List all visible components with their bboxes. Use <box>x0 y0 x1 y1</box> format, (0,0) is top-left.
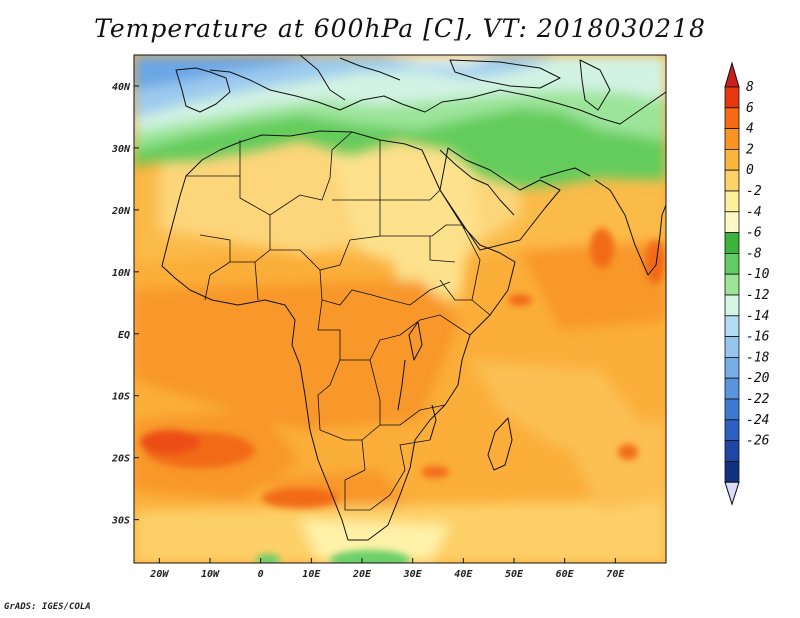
colorbar-segment <box>724 211 740 234</box>
x-tick-label: 10E <box>302 569 321 580</box>
temperature-field <box>134 55 666 563</box>
y-tick-label: 10S <box>112 392 130 403</box>
colorbar-over-triangle <box>724 61 740 88</box>
colorbar-segment <box>724 460 740 483</box>
colorbar-label: -16 <box>746 330 770 345</box>
lake-tanganyika <box>397 359 406 411</box>
x-tick-label: 40E <box>454 569 473 580</box>
colorbar-segment <box>724 377 740 400</box>
colorbar-segment <box>724 107 740 130</box>
colorbar-label: -20 <box>746 371 770 386</box>
colorbar-label: 2 <box>746 142 754 157</box>
x-tick-label: 0 <box>258 569 264 580</box>
coastlines <box>161 55 666 541</box>
y-tick-label: EQ <box>118 330 130 341</box>
colorbar-segment <box>724 440 740 462</box>
y-tick-label: 30S <box>111 516 130 527</box>
x-tick-label: 70E <box>606 569 625 580</box>
colorbar-label: -6 <box>746 226 762 241</box>
x-tick-label: 50E <box>505 569 524 580</box>
mediterranean-coast <box>209 69 666 125</box>
colorbar-segment <box>724 356 740 379</box>
colorbar-label: -18 <box>746 350 770 365</box>
colorbar-label: -24 <box>746 413 769 428</box>
colorbar-label: -14 <box>746 309 769 324</box>
colorbar-segment <box>724 336 740 358</box>
x-tick-label: 20E <box>352 569 372 580</box>
colorbar-label: -2 <box>746 184 762 199</box>
y-tick-label: 30N <box>111 144 131 155</box>
colorbar: 8 6 4 2 0 -2 -4 -6 -8 -10 -12 -14 -16 -18 -20 -22 -24 -26 <box>724 61 770 506</box>
y-tick-label: 20S <box>111 454 130 465</box>
colorbar-label: 4 <box>746 122 754 137</box>
colorbar-segment <box>724 169 740 192</box>
iberia-coast <box>175 67 231 113</box>
colorbar-segment <box>724 294 740 317</box>
madagascar-coast <box>487 417 513 471</box>
chart-title: Temperature at 600hPa [C], VT: 201803021… <box>94 14 706 43</box>
plot-frame <box>133 54 667 564</box>
arabia-coast <box>439 147 561 251</box>
africa-coast <box>161 130 516 541</box>
italy-coast <box>299 55 346 101</box>
colorbar-segment <box>724 190 740 213</box>
colorbar-label: 8 <box>746 80 754 95</box>
colorbar-segment <box>724 148 740 171</box>
colorbar-segment <box>724 128 740 150</box>
india-coast <box>594 179 666 276</box>
x-tick-label: 10W <box>201 569 220 580</box>
x-tick-label: 60E <box>556 569 575 580</box>
colorbar-label: -26 <box>746 434 770 449</box>
colorbar-label: 6 <box>746 101 754 116</box>
colorbar-segment <box>724 232 740 254</box>
axis-ticks: 20W 10W 0 10E 20E 30E 40E 50E 60E 70E 40N 30N 20N 10N… <box>111 82 625 580</box>
colorbar-segment <box>724 315 740 337</box>
colorbar-under-triangle <box>724 481 740 506</box>
colorbar-label: -4 <box>746 205 762 220</box>
colorbar-segment <box>724 398 740 421</box>
lake-malawi <box>429 404 437 441</box>
gulf-coast <box>539 167 591 179</box>
colorbar-segment <box>724 86 740 109</box>
lake-victoria <box>408 321 423 361</box>
y-tick-label: 10N <box>112 268 131 279</box>
caspian-coast <box>579 59 611 111</box>
country-borders <box>186 131 491 511</box>
colorbar-label: -12 <box>746 288 770 303</box>
colorbar-segment <box>724 419 740 441</box>
balkans-coast <box>339 57 401 81</box>
colorbar-label: -8 <box>746 246 762 261</box>
colorbar-label: -22 <box>746 392 770 407</box>
colorbar-label: -10 <box>746 267 770 282</box>
y-tick-label: 40N <box>112 82 131 93</box>
red-sea-east <box>439 149 515 216</box>
x-tick-label: 30E <box>403 569 423 580</box>
credit-text: GrADS: IGES/COLA <box>4 602 91 612</box>
y-tick-label: 20N <box>111 206 131 217</box>
colorbar-label: 0 <box>746 163 754 178</box>
colorbar-segment <box>724 252 740 275</box>
black-sea-coast <box>449 59 561 89</box>
x-tick-label: 20W <box>149 569 169 580</box>
colorbar-segment <box>724 273 740 296</box>
